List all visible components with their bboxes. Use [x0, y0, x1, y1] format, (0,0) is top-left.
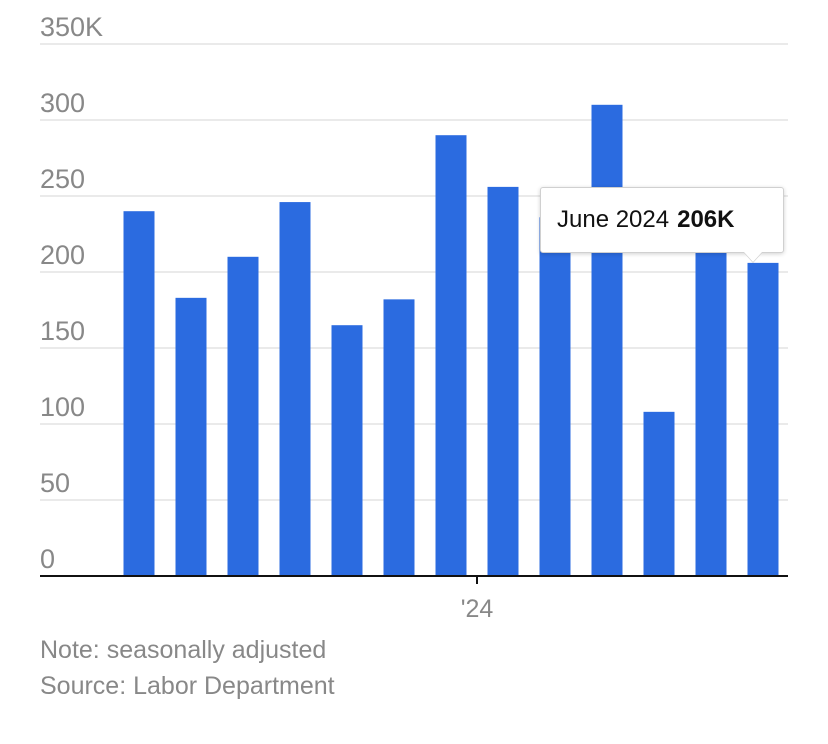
bar[interactable] [175, 297, 207, 576]
tooltip: June 2024 206K [540, 187, 784, 253]
y-tick-label: 50 [40, 468, 70, 498]
y-tick-label: 150 [40, 316, 85, 346]
bar-chart: 0 50 100 150 200 250 300 350K '24 [40, 12, 788, 620]
tooltip-label: June 2024 [557, 206, 670, 233]
bar[interactable] [279, 202, 311, 576]
y-tick-label: 300 [40, 88, 85, 118]
bars [123, 104, 779, 577]
bar[interactable] [331, 325, 363, 576]
bar[interactable] [643, 411, 675, 576]
bar[interactable] [539, 217, 571, 576]
x-tick-label: '24 [461, 595, 494, 620]
bar[interactable] [747, 262, 779, 576]
bar[interactable] [435, 135, 467, 576]
y-axis-labels: 0 50 100 150 200 250 300 350K [40, 12, 103, 574]
bar[interactable] [383, 299, 415, 576]
bar[interactable] [123, 211, 155, 576]
y-tick-label: 200 [40, 240, 85, 270]
bar[interactable] [487, 186, 519, 576]
y-tick-label: 350K [40, 12, 103, 42]
tooltip-value: 206K [677, 206, 735, 233]
bar[interactable] [227, 256, 259, 576]
chart-source: Source: Labor Department [40, 672, 335, 700]
y-tick-label: 250 [40, 164, 85, 194]
chart-note: Note: seasonally adjusted [40, 636, 327, 664]
y-tick-label: 100 [40, 392, 85, 422]
bar[interactable] [591, 104, 623, 577]
y-tick-label: 0 [40, 544, 55, 574]
bar[interactable] [695, 244, 727, 576]
tooltip-pointer [744, 252, 762, 262]
